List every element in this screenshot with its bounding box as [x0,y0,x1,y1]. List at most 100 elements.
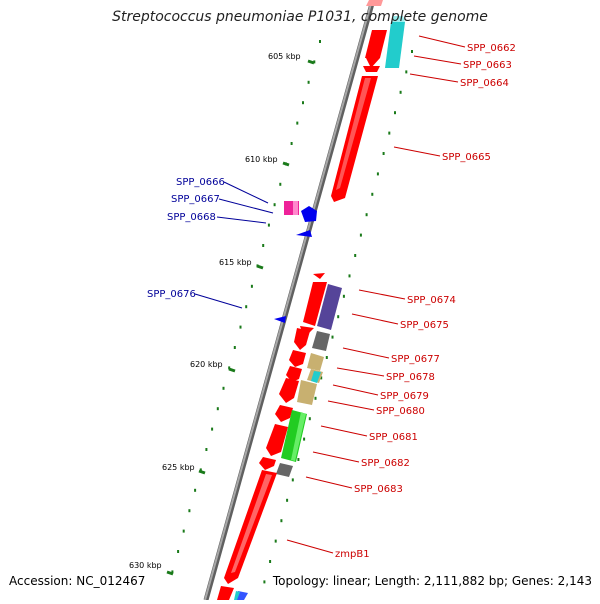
tick-dot [199,468,202,472]
position-ruler: 605 kbp 610 kbp 615 kbp 620 kbp 625 kbp 630 k… [129,52,315,576]
gene-marker[interactable] [313,273,325,279]
tick-dot [279,182,282,186]
gene-spp0680[interactable] [297,380,317,405]
tick-dot [296,121,299,125]
tick-dot [394,111,396,115]
gene-label[interactable]: SPP_0677 [391,354,440,365]
leader-line [409,73,459,83]
gene-label[interactable]: SPP_0675 [400,320,449,331]
gene-spp0665[interactable] [331,66,380,202]
gene-red-arrow-4[interactable] [279,378,299,403]
gene-label[interactable]: SPP_0666 [176,177,225,188]
gene-label[interactable]: SPP_0665 [442,152,491,163]
tick-dot [177,550,180,553]
leader-line [358,289,406,300]
tick-dot [342,294,345,298]
leader-line [305,476,353,489]
tick-dot [314,396,317,400]
gene-red-arrow-2[interactable] [289,350,306,367]
tick-dot [188,509,191,513]
tick-dot [233,346,236,349]
leader-line [413,55,462,65]
tick-dot [325,356,328,359]
leader-line [223,181,269,204]
gene-red-arrow-1[interactable] [294,328,310,350]
ruler-tick [166,570,174,576]
gene-label[interactable]: SPP_0663 [463,60,512,71]
leader-line [327,400,375,411]
tick-track-right [263,50,413,584]
gene-label[interactable]: SPP_0680 [376,406,425,417]
leader-line [194,293,243,309]
gene-bottom-red[interactable] [217,586,234,600]
ruler-label: 630 kbp [129,561,162,570]
leader-line [418,35,466,48]
tick-dot [399,90,402,94]
gene-red-arrow-6[interactable] [266,424,288,456]
gene-label[interactable]: SPP_0668 [167,212,216,223]
tick-dot [211,427,214,431]
gene-spp0663[interactable] [385,16,405,68]
ruler-label: 610 kbp [245,155,278,164]
tick-dot [302,101,304,105]
tick-dot [228,366,231,370]
map-title: Streptococcus pneumoniae P1031, complete… [112,9,488,25]
gene-spp0683[interactable] [276,463,293,477]
tick-dot [348,274,351,278]
ruler-label: 605 kbp [268,52,301,61]
leader-line [216,216,267,224]
gene-spp0677[interactable] [307,353,324,371]
gene-spp0682[interactable] [259,457,276,470]
tick-dot [194,488,197,492]
tick-dot [262,244,265,247]
gene-spp0679[interactable] [311,371,321,383]
gene-label[interactable]: SPP_0667 [171,194,220,205]
tick-dot [320,376,323,380]
tick-dot [411,50,413,53]
gene-label[interactable]: SPP_0674 [407,295,456,306]
gene-label[interactable]: zmpB1 [335,549,370,560]
tick-dot [365,213,368,217]
gene-labels-left: SPP_0666 SPP_0667 SPP_0668 SPP_0676 [147,177,274,309]
gene-label[interactable]: SPP_0662 [467,43,516,54]
gene-grey-1[interactable] [312,331,330,351]
tick-dot [405,70,408,74]
gene-red-arrow-3[interactable] [286,366,302,382]
ruler-tick [282,161,290,167]
gene-label[interactable]: SPP_0676 [147,289,196,300]
leader-line [312,451,360,463]
leader-line [342,347,390,359]
tick-dot [290,142,293,145]
tick-dot [205,448,208,451]
tick-dot [245,305,248,309]
ruler-label: 620 kbp [190,360,223,369]
gene-red-arrow-5[interactable] [275,405,293,422]
tick-dot [359,233,362,237]
gene-features [217,0,405,600]
topology-text: Topology: linear; Length: 2,111,882 bp; … [272,574,592,588]
gene-spp0675[interactable] [317,284,342,330]
gene-zmpb1[interactable] [224,470,277,584]
gene-label[interactable]: SPP_0683 [354,484,403,495]
gene-labels-right: SPP_0662 SPP_0663 SPP_0664 SPP_0665 SPP_0674… [286,35,516,560]
gene-label[interactable]: SPP_0678 [386,372,435,383]
gene-spp0676[interactable] [274,316,286,323]
tick-track-left [171,40,321,574]
gene-label[interactable]: SPP_0682 [361,458,410,469]
tick-dot [274,539,277,543]
leader-line [393,146,441,157]
ruler-label: 615 kbp [219,258,252,267]
tick-dot [388,131,391,135]
gene-spp0668[interactable] [296,230,312,237]
tick-dot [337,315,340,319]
gene-spp0667[interactable] [301,206,317,222]
tick-dot [269,560,272,563]
gene-fragment[interactable] [366,0,383,6]
gene-label[interactable]: SPP_0681 [369,432,418,443]
tick-dot [182,529,185,533]
gene-spp0662[interactable] [365,30,387,68]
tick-dot [371,192,374,196]
gene-label[interactable]: SPP_0664 [460,78,509,89]
gene-label[interactable]: SPP_0679 [380,391,429,402]
